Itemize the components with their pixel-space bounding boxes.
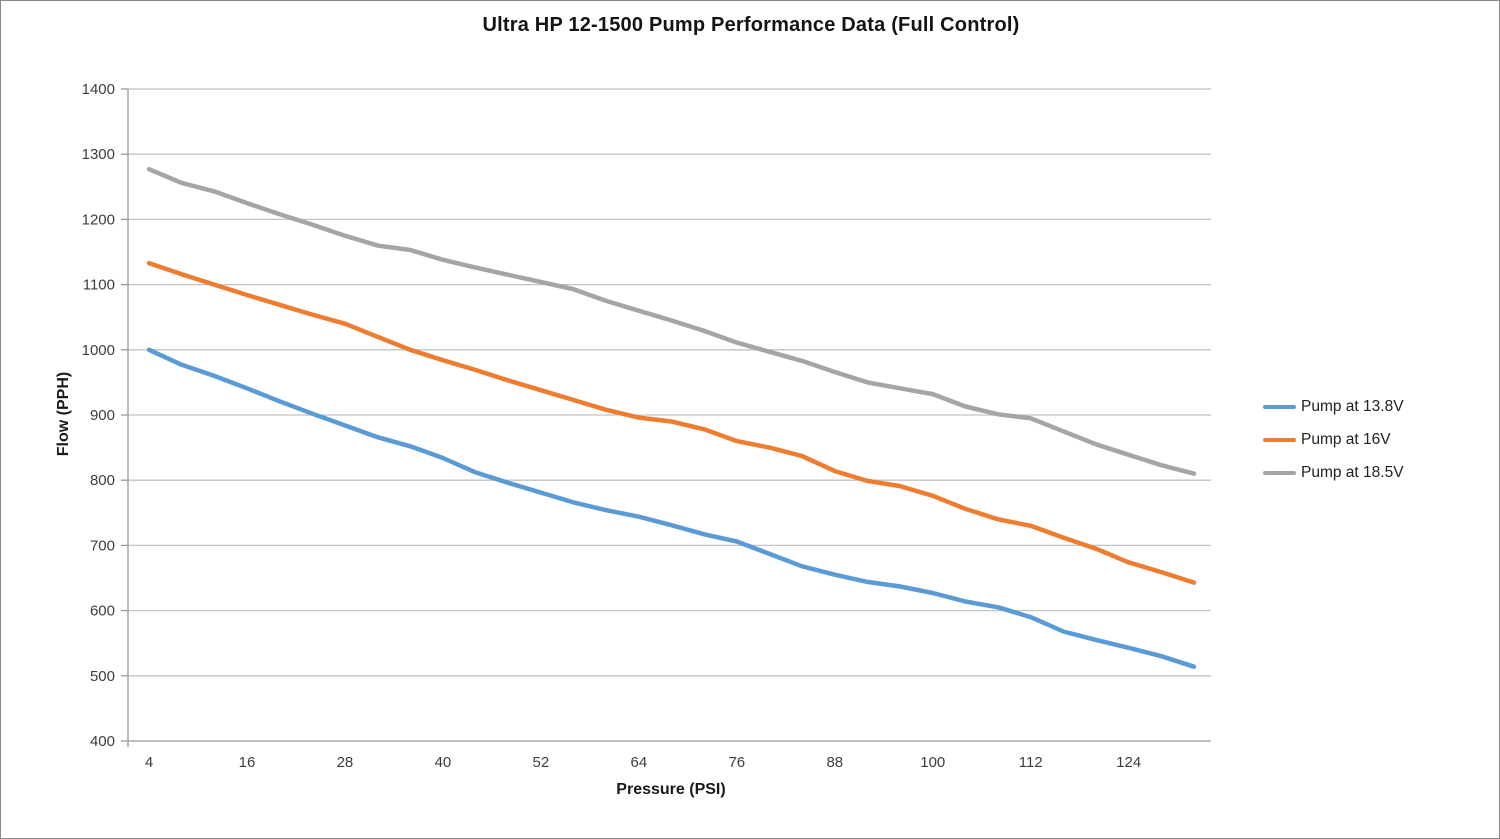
y-tick-label: 600 — [90, 603, 115, 620]
y-tick-label: 1200 — [82, 211, 115, 228]
legend-item: Pump at 16V — [1263, 423, 1404, 456]
legend-line-swatch — [1263, 404, 1296, 409]
legend: Pump at 13.8V Pump at 16V Pump at 18.5V — [1263, 390, 1404, 489]
x-tick-label: 16 — [239, 754, 256, 771]
series-line-pump-at-16v — [146, 260, 1197, 585]
y-tick-label: 700 — [90, 537, 115, 554]
legend-label: Pump at 13.8V — [1301, 397, 1404, 415]
y-tick-label: 500 — [90, 668, 115, 685]
legend-item: Pump at 18.5V — [1263, 456, 1404, 489]
x-tick-label: 4 — [145, 754, 153, 771]
legend-line-swatch — [1263, 470, 1296, 475]
x-tick-label: 64 — [631, 754, 648, 771]
y-tick-label: 1300 — [82, 146, 115, 163]
x-tick-label: 40 — [435, 754, 452, 771]
x-tick-label: 124 — [1116, 754, 1141, 771]
x-tick-label: 76 — [728, 754, 745, 771]
x-tick-label: 88 — [826, 754, 843, 771]
x-tick-label: 52 — [533, 754, 550, 771]
y-tick-label: 800 — [90, 472, 115, 489]
y-tick-label: 400 — [90, 733, 115, 750]
series-line-pump-at-13-8v — [146, 347, 1197, 669]
legend-line-swatch — [1263, 437, 1296, 442]
legend-item: Pump at 13.8V — [1263, 390, 1404, 423]
y-tick-label: 1000 — [82, 342, 115, 359]
x-tick-label: 112 — [1019, 754, 1043, 771]
series-line-pump-at-18-5v — [146, 166, 1197, 476]
legend-label: Pump at 16V — [1301, 430, 1391, 448]
y-tick-label: 900 — [90, 407, 115, 424]
x-tick-label: 100 — [920, 754, 945, 771]
y-axis-title: Flow (PPH) — [55, 371, 72, 457]
x-axis-title: Pressure (PSI) — [616, 781, 726, 798]
legend-label: Pump at 18.5V — [1301, 463, 1404, 481]
chart-title: Ultra HP 12-1500 Pump Performance Data (… — [482, 14, 1020, 36]
y-tick-label: 1400 — [82, 81, 115, 98]
x-tick-label: 28 — [337, 754, 354, 771]
y-tick-label: 1100 — [83, 277, 115, 294]
